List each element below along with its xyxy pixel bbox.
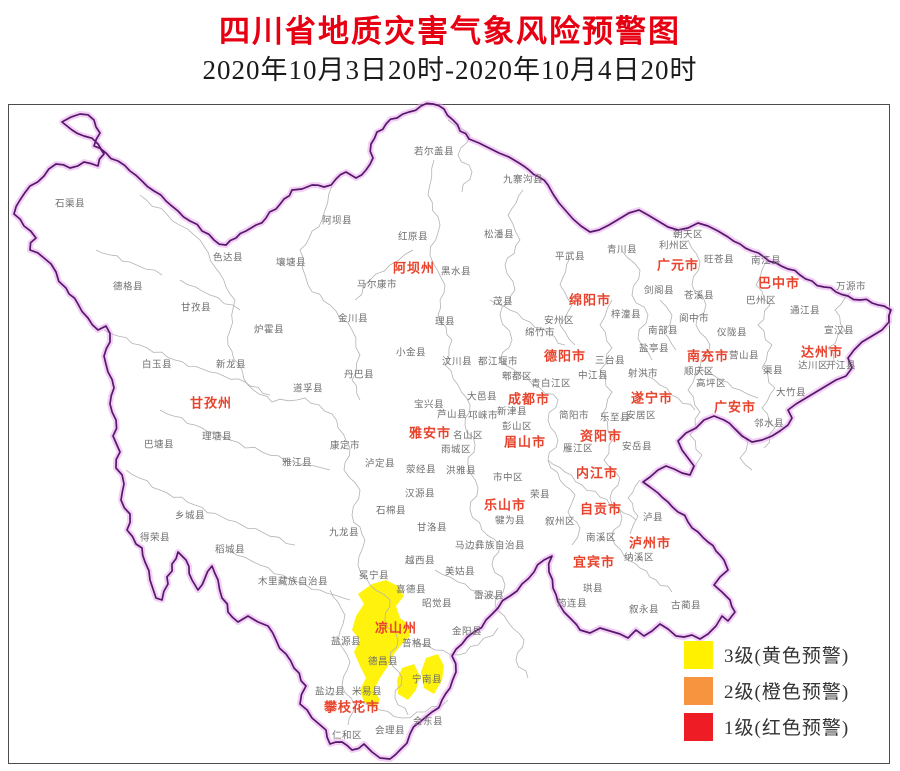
legend-label: 3级(黄色预警) (724, 646, 850, 667)
legend-color-swatch (684, 640, 713, 669)
legend-label: 1级(红色预警) (724, 718, 850, 739)
page-subtitle: 2020年10月3日20时-2020年10月4日20时 (202, 55, 698, 85)
legend-color-swatch (684, 712, 713, 741)
legend-item: 2级(橙色预警) (684, 676, 849, 705)
page-title: 四川省地质灾害气象风险预警图 (219, 14, 681, 49)
map-legend: 3级(黄色预警) 2级(橙色预警) 1级(红色预警) (684, 640, 849, 748)
legend-label: 2级(橙色预警) (724, 682, 850, 703)
legend-color-swatch (684, 676, 713, 705)
legend-item: 1级(红色预警) (684, 712, 849, 741)
legend-item: 3级(黄色预警) (684, 640, 849, 669)
